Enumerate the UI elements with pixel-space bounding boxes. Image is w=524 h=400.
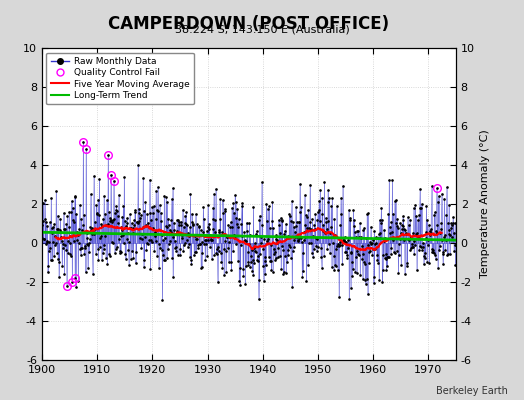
Text: 38.224 S, 143.150 E (Australia): 38.224 S, 143.150 E (Australia) [174, 25, 350, 35]
Text: Berkeley Earth: Berkeley Earth [436, 386, 508, 396]
Title: CAMPERDOWN (POST OFFICE): CAMPERDOWN (POST OFFICE) [108, 14, 389, 32]
Y-axis label: Temperature Anomaly (°C): Temperature Anomaly (°C) [481, 130, 490, 278]
Legend: Raw Monthly Data, Quality Control Fail, Five Year Moving Average, Long-Term Tren: Raw Monthly Data, Quality Control Fail, … [47, 52, 194, 104]
